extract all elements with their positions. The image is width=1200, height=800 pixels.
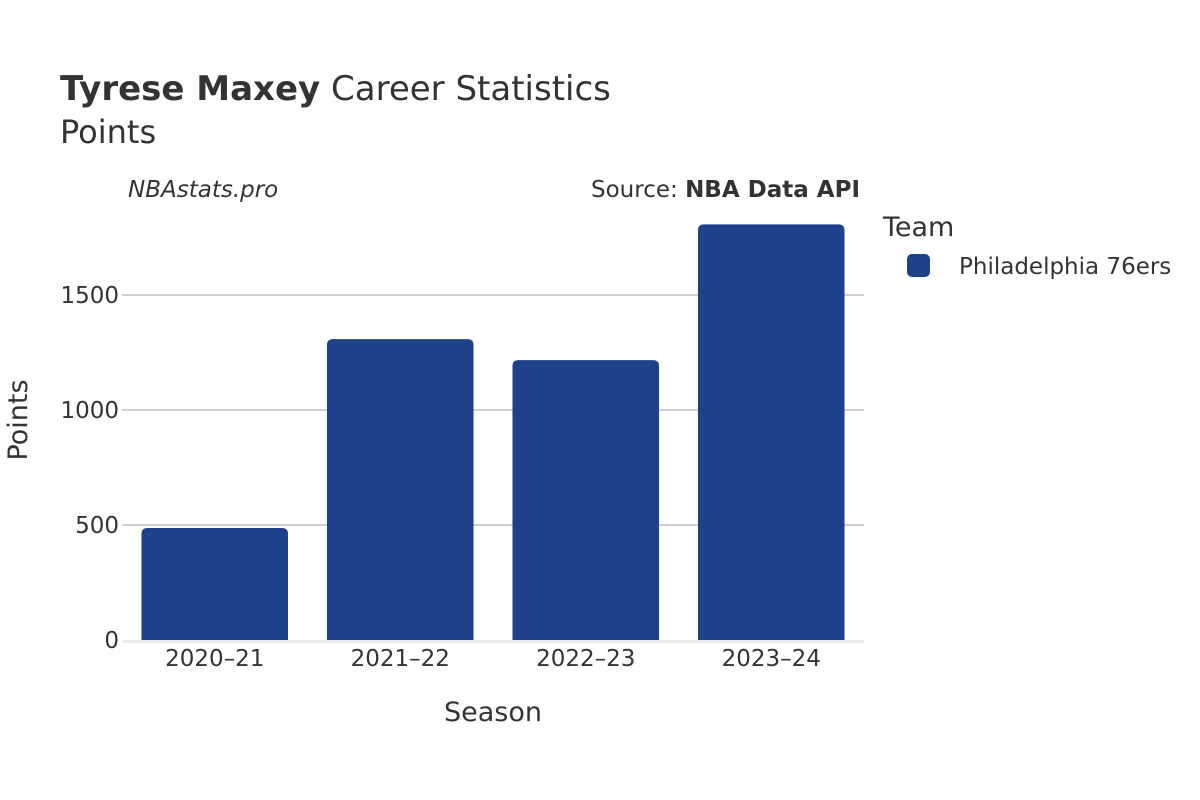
x-tick-labels: 2020–21 2021–22 2022–23 2023–24 bbox=[165, 646, 821, 672]
title-rest: Career Statistics bbox=[331, 69, 611, 109]
bar[interactable] bbox=[141, 527, 289, 640]
bar[interactable] bbox=[326, 339, 474, 640]
y-axis-label: Points bbox=[3, 379, 34, 460]
legend-title: Team bbox=[882, 212, 954, 243]
y-tick-label: 500 bbox=[75, 513, 119, 539]
y-tick-label: 1000 bbox=[60, 398, 119, 424]
y-tick-label: 0 bbox=[104, 628, 119, 654]
x-tick-label: 2021–22 bbox=[351, 646, 450, 672]
chart-title: Tyrese Maxey Career Statistics bbox=[60, 68, 611, 110]
chart-subtitle: Points bbox=[60, 113, 157, 151]
player-name: Tyrese Maxey bbox=[60, 69, 321, 109]
bar[interactable] bbox=[697, 224, 845, 640]
bars bbox=[141, 224, 845, 640]
y-tick-labels: 0 500 1000 1500 bbox=[60, 283, 119, 654]
legend[interactable]: Philadelphia 76ers bbox=[907, 254, 1171, 280]
legend-swatch[interactable] bbox=[907, 254, 930, 277]
site-credit: NBAstats.pro bbox=[128, 177, 279, 203]
source-name: NBA Data API bbox=[685, 177, 860, 203]
x-tick-label: 2023–24 bbox=[722, 646, 821, 672]
x-tick-label: 2022–23 bbox=[536, 646, 635, 672]
bar[interactable] bbox=[512, 360, 660, 640]
x-tick-label: 2020–21 bbox=[165, 646, 264, 672]
source-label: Source: bbox=[591, 177, 686, 203]
y-tick-label: 1500 bbox=[60, 283, 119, 309]
source-credit: Source: NBA Data API bbox=[591, 177, 860, 203]
legend-item-label[interactable]: Philadelphia 76ers bbox=[959, 254, 1171, 280]
x-axis-label: Season bbox=[444, 697, 542, 728]
